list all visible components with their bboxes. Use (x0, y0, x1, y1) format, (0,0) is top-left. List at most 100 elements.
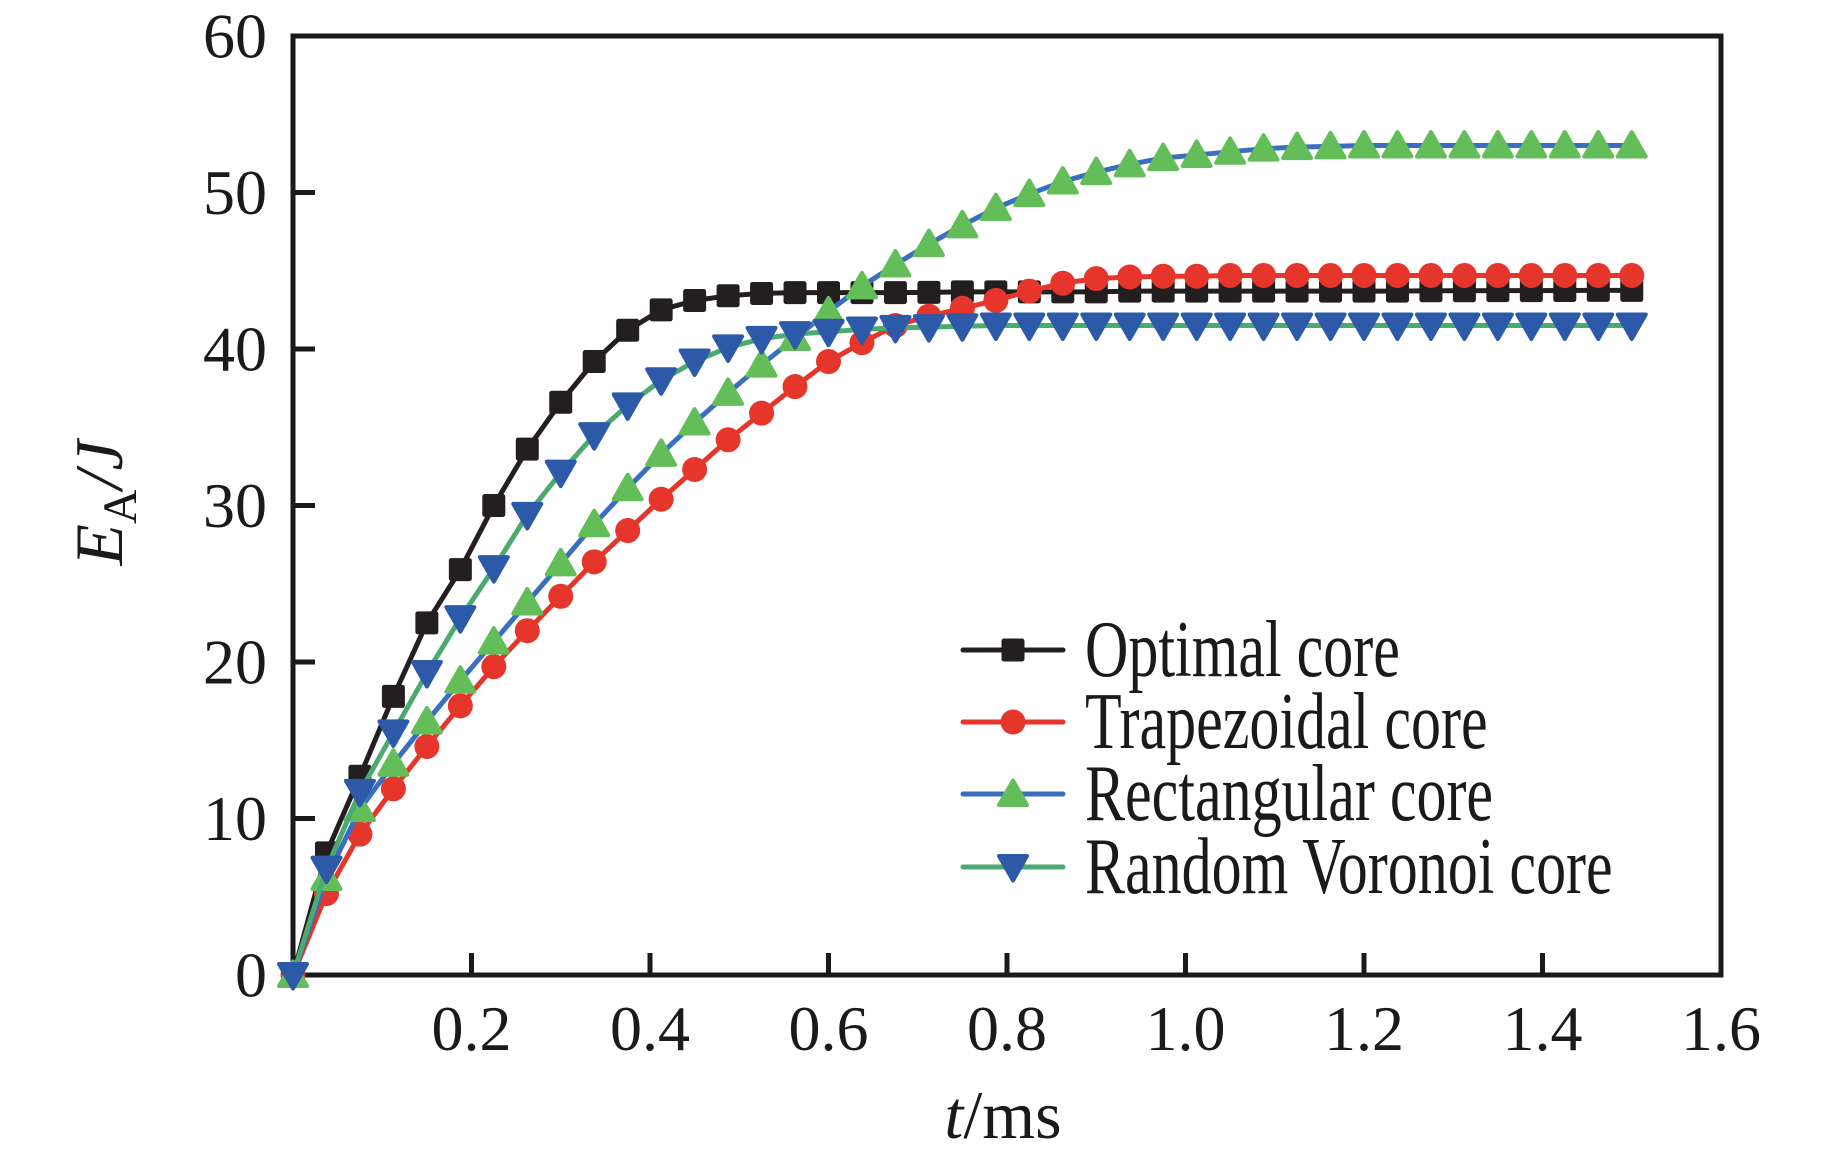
marker-trapezoidal-core (715, 427, 741, 453)
legend-label-optimal-core: Optimal core (1085, 606, 1400, 694)
marker-optimal-core (883, 281, 907, 305)
marker-trapezoidal-core (1351, 262, 1377, 288)
marker-random-voronoi-core (1448, 312, 1481, 342)
y-tick-labels: 0 10 20 30 40 50 60 (203, 1, 267, 1011)
marker-random-voronoi-core (1314, 312, 1347, 342)
marker-random-voronoi-core (678, 348, 711, 378)
marker-rectangular-core (712, 377, 745, 406)
y-axis-ticks (293, 33, 315, 978)
marker-random-voronoi-core (1214, 312, 1247, 342)
marker-random-voronoi-core (879, 314, 912, 344)
marker-optimal-core (549, 390, 573, 414)
x-tick-label: 0.6 (789, 993, 869, 1064)
marker-optimal-core (917, 280, 941, 304)
marker-random-voronoi-core (511, 501, 544, 531)
series-rectangular-core (277, 130, 1648, 988)
marker-rectangular-core (611, 472, 644, 502)
marker-random-voronoi-core (410, 659, 443, 689)
marker-rectangular-core (1013, 178, 1046, 208)
marker-optimal-core (817, 281, 840, 305)
marker-random-voronoi-core (1414, 312, 1447, 342)
marker-rectangular-core (1247, 133, 1280, 162)
marker-random-voronoi-core (444, 605, 477, 634)
plot-area (290, 33, 1724, 978)
x-tick-label: 1.0 (1146, 993, 1226, 1064)
marker-trapezoidal-core (682, 457, 708, 483)
marker-optimal-core (783, 281, 807, 305)
marker-random-voronoi-core (1247, 312, 1280, 342)
marker-random-voronoi-core (1147, 312, 1180, 342)
legend-label-random-voronoi-core: Random Voronoi core (1085, 823, 1613, 911)
marker-trapezoidal-core (1050, 270, 1076, 296)
marker-rectangular-core (1180, 139, 1213, 168)
y-tick-label: 40 (203, 314, 267, 385)
y-tick-label: 0 (235, 940, 267, 1011)
marker-trapezoidal-core (1619, 262, 1645, 288)
x-axis-ticks (469, 953, 1724, 975)
marker-optimal-core (482, 494, 506, 517)
marker-trapezoidal-core (1318, 262, 1344, 288)
y-tick-label: 30 (203, 470, 267, 541)
marker-optimal-core (649, 298, 673, 322)
y-tick-label: 20 (203, 627, 267, 698)
y-tick-label: 50 (203, 157, 267, 228)
marker-trapezoidal-core (481, 654, 507, 680)
marker-random-voronoi-core (1180, 312, 1213, 342)
marker-trapezoidal-core (1251, 262, 1277, 288)
legend-sample-marker-trapezoidal-core (1000, 709, 1026, 735)
x-axis-label: t/ms (944, 1077, 1061, 1153)
marker-random-voronoi-core (645, 367, 678, 396)
marker-rectangular-core (511, 587, 544, 616)
x-tick-label: 0.4 (610, 993, 690, 1064)
marker-rectangular-core (1046, 166, 1079, 195)
marker-trapezoidal-core (581, 549, 607, 575)
marker-trapezoidal-core (648, 486, 674, 512)
marker-optimal-core (448, 558, 472, 582)
marker-random-voronoi-core (1381, 312, 1414, 342)
marker-random-voronoi-core (845, 316, 878, 345)
marker-optimal-core (515, 437, 539, 461)
series-root (277, 130, 1648, 991)
marker-trapezoidal-core (749, 400, 775, 426)
marker-rectangular-core (1481, 130, 1514, 159)
marker-rectangular-core (544, 547, 577, 577)
marker-trapezoidal-core (1418, 262, 1444, 288)
marker-rectangular-core (1548, 130, 1581, 159)
legend-entry-trapezoidal-core: Trapezoidal core (960, 678, 1488, 766)
marker-optimal-core (716, 284, 740, 308)
marker-rectangular-core (1147, 142, 1180, 172)
x-tick-label: 0.8 (967, 993, 1047, 1064)
marker-trapezoidal-core (1585, 262, 1611, 288)
marker-trapezoidal-core (615, 518, 641, 544)
marker-rectangular-core (444, 665, 477, 694)
marker-rectangular-core (1615, 130, 1648, 159)
marker-optimal-core (616, 318, 640, 342)
marker-random-voronoi-core (611, 392, 644, 421)
marker-rectangular-core (946, 209, 979, 239)
marker-rectangular-core (879, 248, 912, 278)
marker-random-voronoi-core (1615, 312, 1648, 342)
series-markers-rectangular-core (277, 130, 1648, 988)
marker-trapezoidal-core (1284, 262, 1310, 288)
marker-rectangular-core (477, 626, 510, 655)
marker-random-voronoi-core (377, 719, 410, 748)
marker-trapezoidal-core (1518, 262, 1544, 288)
marker-trapezoidal-core (1485, 262, 1511, 288)
marker-trapezoidal-core (1184, 263, 1210, 289)
marker-trapezoidal-core (447, 693, 473, 719)
marker-random-voronoi-core (1582, 312, 1615, 342)
marker-trapezoidal-core (347, 821, 373, 847)
y-tick-label: 60 (203, 1, 267, 72)
legend-sample-marker-random-voronoi-core (997, 854, 1029, 883)
marker-trapezoidal-core (816, 349, 841, 375)
marker-random-voronoi-core (712, 334, 745, 363)
marker-rectangular-core (578, 508, 611, 538)
marker-trapezoidal-core (414, 734, 440, 760)
marker-trapezoidal-core (983, 287, 1009, 313)
marker-random-voronoi-core (544, 459, 577, 489)
marker-rectangular-core (745, 349, 778, 378)
marker-random-voronoi-core (1548, 312, 1581, 342)
legend-entry-random-voronoi-core: Random Voronoi core (960, 823, 1613, 911)
